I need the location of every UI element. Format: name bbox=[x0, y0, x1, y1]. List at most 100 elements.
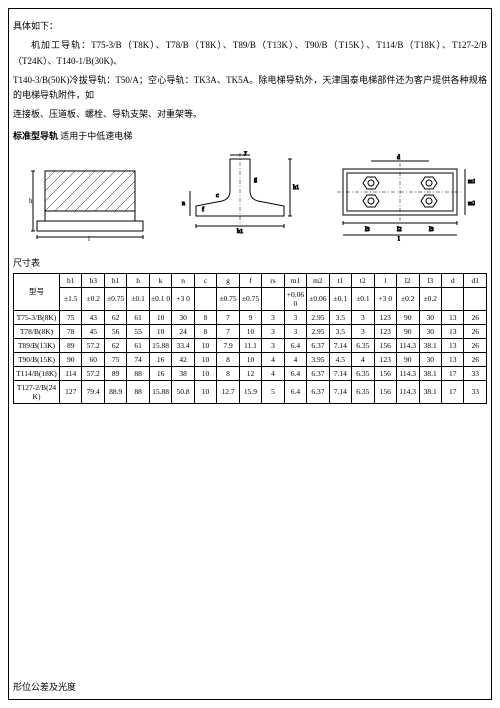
col-header: n bbox=[172, 273, 194, 287]
model-cell: T90/B(15K) bbox=[14, 352, 60, 366]
col-header: k bbox=[149, 273, 171, 287]
col-header: d1 bbox=[464, 273, 487, 287]
value-cell: 3.5 bbox=[329, 324, 351, 338]
value-cell: 62 bbox=[104, 338, 126, 352]
intro-text: 具体如下： 机加工导轨：T75-3/B（T8K）、T78/B（T8K）、T89/… bbox=[13, 19, 487, 123]
value-cell: 17 bbox=[441, 380, 463, 403]
fishplate-diagram: l3l2l3 d m1m2 l bbox=[325, 151, 475, 241]
value-cell: 3 bbox=[284, 324, 306, 338]
value-cell: 12 bbox=[239, 366, 261, 380]
value-cell: 6.37 bbox=[307, 380, 329, 403]
table-row: T127-2/B(24K)12779.488.98815.8850.81012.… bbox=[14, 380, 487, 403]
value-cell: 11.1 bbox=[239, 338, 261, 352]
svg-text:l3: l3 bbox=[365, 227, 370, 233]
value-cell: 38 bbox=[172, 366, 194, 380]
value-cell: 90 bbox=[60, 352, 82, 366]
section-bold: 标准型导轨 bbox=[13, 131, 58, 141]
value-cell: 74 bbox=[127, 352, 149, 366]
value-cell: 15.88 bbox=[149, 338, 171, 352]
svg-text:c: c bbox=[216, 193, 219, 199]
col-header: b1 bbox=[60, 273, 82, 287]
intro-line-2: 机加工导轨：T75-3/B（T8K）、T78/B（T8K）、T89/B（T13K… bbox=[13, 38, 487, 69]
value-cell: 79.4 bbox=[82, 380, 104, 403]
value-cell: 15.88 bbox=[149, 380, 171, 403]
col-header: h bbox=[127, 273, 149, 287]
col-tolerance bbox=[441, 287, 463, 310]
value-cell: 123 bbox=[374, 310, 396, 324]
col-header: l2 bbox=[397, 273, 419, 287]
col-tolerance: +0.06 0 bbox=[284, 287, 306, 310]
value-cell: 127 bbox=[60, 380, 82, 403]
col-tolerance: ±0.2 bbox=[419, 287, 441, 310]
svg-text:l: l bbox=[88, 235, 90, 241]
value-cell: 30 bbox=[172, 310, 194, 324]
svg-text:l3: l3 bbox=[429, 227, 434, 233]
value-cell: 6.4 bbox=[284, 380, 306, 403]
table-body: T75-3/B(8K)754362611030879332.953.531239… bbox=[14, 310, 487, 403]
value-cell: 57.2 bbox=[82, 366, 104, 380]
col-header: m2 bbox=[307, 273, 329, 287]
value-cell: 88 bbox=[127, 366, 149, 380]
col-header: l3 bbox=[419, 273, 441, 287]
value-cell: 10 bbox=[194, 338, 216, 352]
svg-text:y: y bbox=[244, 151, 247, 156]
value-cell: 26 bbox=[464, 352, 487, 366]
value-cell: 50.8 bbox=[172, 380, 194, 403]
value-cell: 7.9 bbox=[217, 338, 239, 352]
value-cell: 6.35 bbox=[352, 366, 374, 380]
svg-text:d: d bbox=[397, 155, 400, 161]
value-cell: 3 bbox=[262, 338, 284, 352]
value-cell: 6.35 bbox=[352, 380, 374, 403]
col-tolerance: ±0.06 bbox=[307, 287, 329, 310]
value-cell: 38.1 bbox=[419, 366, 441, 380]
value-cell: 26 bbox=[464, 310, 487, 324]
col-tolerance: +3 0 bbox=[172, 287, 194, 310]
table-header: 型号b1b3h1hkncgfrsm1m2t1t2ll2l3dd1±1.5±0.2… bbox=[14, 273, 487, 310]
value-cell: 60 bbox=[82, 352, 104, 366]
value-cell: 43 bbox=[82, 310, 104, 324]
section-title: 标准型导轨 适用于中低速电梯 bbox=[13, 129, 487, 142]
svg-text:b1: b1 bbox=[237, 229, 243, 235]
svg-text:l2: l2 bbox=[397, 227, 402, 233]
footer-text: 形位公差及光度 bbox=[13, 680, 76, 693]
value-cell: 33 bbox=[464, 380, 487, 403]
value-cell: 123 bbox=[374, 352, 396, 366]
value-cell: 10 bbox=[239, 352, 261, 366]
model-cell: T78/B(8K) bbox=[14, 324, 60, 338]
value-cell: 6.4 bbox=[284, 366, 306, 380]
value-cell: 123 bbox=[374, 324, 396, 338]
value-cell: 12.7 bbox=[217, 380, 239, 403]
value-cell: 89 bbox=[60, 338, 82, 352]
value-cell: 7.14 bbox=[329, 338, 351, 352]
value-cell: 2.95 bbox=[307, 324, 329, 338]
value-cell: 10 bbox=[194, 366, 216, 380]
col-tolerance: ±0.1 bbox=[352, 287, 374, 310]
value-cell: 8 bbox=[194, 310, 216, 324]
value-cell: 8 bbox=[217, 352, 239, 366]
col-header: t1 bbox=[329, 273, 351, 287]
value-cell: 57.2 bbox=[82, 338, 104, 352]
value-cell: 90 bbox=[397, 324, 419, 338]
value-cell: 90 bbox=[397, 310, 419, 324]
value-cell: 16 bbox=[149, 366, 171, 380]
value-cell: 55 bbox=[127, 324, 149, 338]
value-cell: 10 bbox=[239, 324, 261, 338]
value-cell: 114.3 bbox=[397, 366, 419, 380]
col-tolerance: ±0.75 bbox=[239, 287, 261, 310]
value-cell: 5 bbox=[262, 380, 284, 403]
value-cell: 13 bbox=[441, 310, 463, 324]
value-cell: 45 bbox=[82, 324, 104, 338]
value-cell: 4 bbox=[284, 352, 306, 366]
value-cell: 89 bbox=[104, 366, 126, 380]
intro-line-1: 具体如下： bbox=[13, 19, 487, 34]
section-rest: 适用于中低速电梯 bbox=[58, 131, 132, 141]
value-cell: 4 bbox=[262, 352, 284, 366]
value-cell: 61 bbox=[127, 338, 149, 352]
value-cell: 4 bbox=[352, 352, 374, 366]
value-cell: 38.1 bbox=[419, 380, 441, 403]
value-cell: 6.37 bbox=[307, 366, 329, 380]
value-cell: 10 bbox=[149, 310, 171, 324]
table-row: T90/B(15K)90607574164210810443.954.54123… bbox=[14, 352, 487, 366]
value-cell: 33 bbox=[464, 366, 487, 380]
table-title: 尺寸表 bbox=[13, 256, 487, 269]
